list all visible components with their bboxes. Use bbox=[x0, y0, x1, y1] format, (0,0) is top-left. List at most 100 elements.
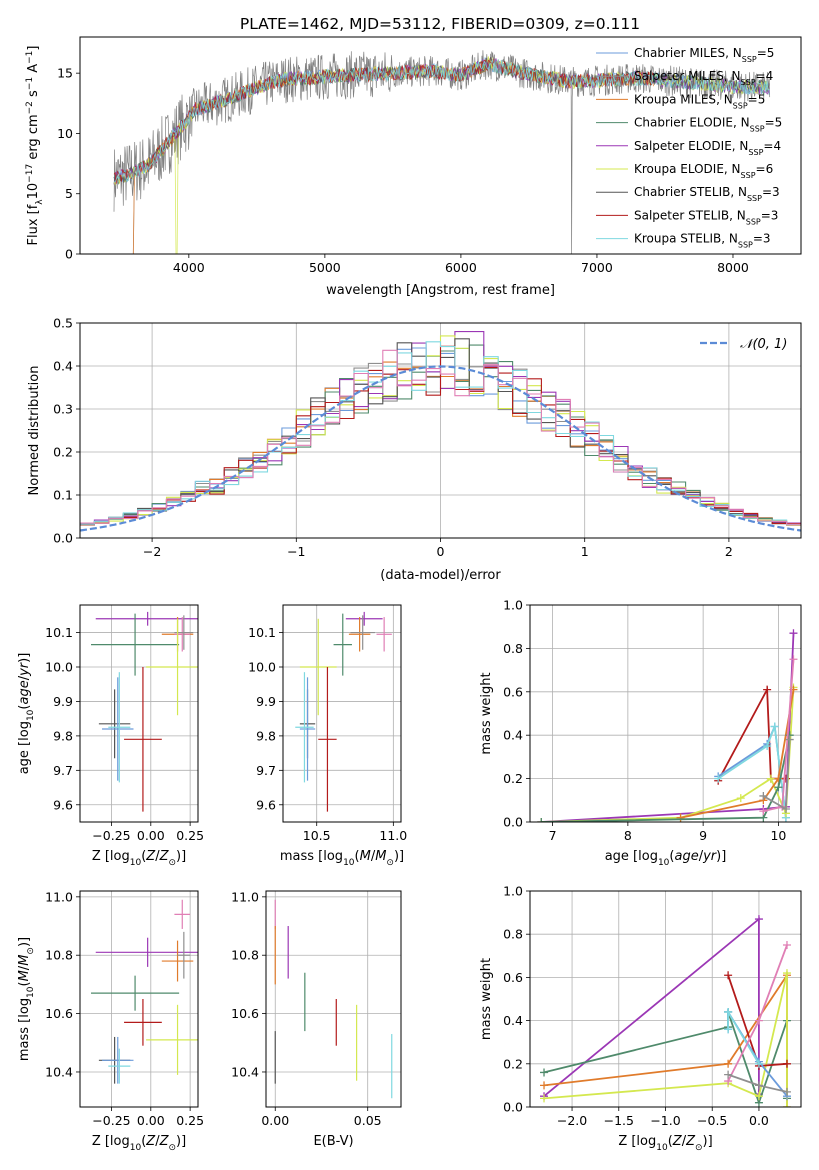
legend-entry: Kroupa STELIB, NSSP=3 bbox=[634, 232, 771, 250]
x-tick-label: 8000 bbox=[717, 260, 749, 275]
x-tick-label: −0.5 bbox=[697, 1113, 727, 1128]
mass-weight-marker bbox=[724, 1059, 733, 1068]
y-tick-label: 10.0 bbox=[248, 660, 276, 675]
x-tick-label: 0.25 bbox=[176, 1113, 204, 1128]
mass-weight-marker bbox=[754, 1092, 763, 1101]
mass-weight-marker bbox=[789, 629, 798, 638]
y-tick-label: 9.8 bbox=[53, 728, 73, 743]
y-tick-label: 9.8 bbox=[256, 728, 276, 743]
y-tick-label: 1.0 bbox=[503, 884, 523, 899]
legend-entry: Salpeter ELODIE, NSSP=4 bbox=[634, 139, 781, 157]
y-tick-label: 0.3 bbox=[53, 402, 73, 417]
x-tick-label: 7 bbox=[549, 828, 557, 843]
legend-entry: Kroupa ELODIE, NSSP=6 bbox=[634, 162, 773, 180]
gaussian-reference-line bbox=[80, 365, 801, 532]
x-axis-label: Z [log10(Z/Z⊙)] bbox=[618, 1134, 712, 1153]
residual-histogram-line bbox=[80, 341, 801, 526]
y-tick-label: 11.0 bbox=[231, 889, 259, 904]
mass-weight-marker bbox=[766, 774, 775, 783]
plot-age_vs_Z: −0.25 0.00 0.25 9.6 9.7 9.8 9.9 10.0 10.1 Z [log1… bbox=[17, 604, 204, 868]
y-tick-label: 0.8 bbox=[503, 641, 523, 656]
plot-area bbox=[540, 915, 791, 1107]
y-tick-label: 0.1 bbox=[53, 488, 73, 503]
x-tick-label: 5000 bbox=[309, 260, 341, 275]
mass-weight-marker bbox=[754, 1059, 763, 1068]
x-tick-label: 6000 bbox=[445, 260, 477, 275]
model-spectrum-line bbox=[113, 59, 655, 184]
mass-weight-marker bbox=[782, 941, 791, 949]
x-tick-label: 10.5 bbox=[303, 828, 331, 843]
plot-area bbox=[91, 611, 198, 812]
x-tick-label: 0.0 bbox=[749, 1113, 769, 1128]
y-tick-label: 0.2 bbox=[53, 445, 73, 460]
plot-area bbox=[91, 899, 198, 1084]
y-tick-label: 0.4 bbox=[53, 359, 73, 374]
mass-weight-marker bbox=[759, 807, 768, 816]
mass-weight-marker bbox=[782, 969, 791, 978]
plot-area bbox=[537, 629, 798, 822]
y-tick-label: 1.0 bbox=[503, 598, 523, 613]
y-axis-label: age [log10(age/yr)] bbox=[17, 653, 36, 775]
model-spectrum-line bbox=[113, 56, 770, 183]
y-tick-label: 11.0 bbox=[45, 889, 73, 904]
y-axis-label: Flux [fλ10−17 erg cm−2 s−1 A−1] bbox=[25, 46, 45, 246]
plot-area bbox=[295, 611, 392, 812]
x-axis-label: age [log10(age/yr)] bbox=[605, 849, 727, 868]
y-axis-label: mass weight bbox=[479, 958, 494, 1040]
axes-frame bbox=[79, 890, 199, 1108]
legend-entry: Chabrier MILES, NSSP=5 bbox=[634, 46, 774, 64]
y-tick-label: 9.7 bbox=[53, 763, 73, 778]
figure-title: PLATE=1462, MJD=53112, FIBERID=0309, z=0… bbox=[240, 15, 640, 33]
mass-weight-line bbox=[543, 917, 760, 1097]
x-tick-label: −2 bbox=[143, 544, 161, 559]
y-axis-label: mass [log10(M/M⊙)] bbox=[17, 937, 36, 1061]
x-axis-label: Z [log10(Z/Z⊙)] bbox=[92, 1134, 186, 1153]
mass-weight-line bbox=[727, 1073, 788, 1093]
x-tick-label: 0.00 bbox=[137, 828, 165, 843]
y-tick-label: 0.4 bbox=[503, 1013, 523, 1028]
y-tick-label: 10.8 bbox=[45, 948, 73, 963]
y-tick-label: 10 bbox=[57, 126, 73, 141]
plot-area bbox=[113, 50, 771, 254]
y-tick-label: 10.0 bbox=[45, 660, 73, 675]
x-tick-label: 0.25 bbox=[176, 828, 204, 843]
plot-weight_vs_age: 7 8 9 10 0.0 0.2 0.4 0.6 0.8 1.0 mass weight age [l… bbox=[479, 598, 802, 868]
plot-area bbox=[274, 899, 393, 1099]
mass-weight-marker bbox=[724, 1070, 733, 1079]
mass-weight-marker bbox=[763, 742, 772, 751]
x-axis-label: Z [log10(Z/Z⊙)] bbox=[92, 849, 186, 868]
x-tick-label: −1.0 bbox=[650, 1113, 680, 1128]
mass-weight-marker bbox=[782, 1103, 791, 1107]
mass-weight-marker bbox=[781, 804, 790, 813]
x-tick-label: 2 bbox=[725, 544, 733, 559]
y-tick-label: 0.2 bbox=[503, 1056, 523, 1071]
plot-area bbox=[80, 331, 801, 532]
mass-weight-marker bbox=[774, 783, 783, 792]
mass-weight-line bbox=[680, 689, 795, 819]
x-tick-label: −1 bbox=[287, 544, 305, 559]
plot-age_vs_mass: 10.5 11.0 9.6 9.7 9.8 9.9 10.0 10.1 mass [log10(… bbox=[248, 604, 407, 868]
x-axis-label: E(B-V) bbox=[313, 1134, 353, 1149]
mass-weight-marker bbox=[537, 818, 546, 822]
y-tick-label: 0.8 bbox=[503, 927, 523, 942]
mass-weight-marker bbox=[714, 774, 723, 783]
x-tick-label: −1.5 bbox=[604, 1113, 634, 1128]
y-tick-label: 9.6 bbox=[53, 797, 73, 812]
axes-frame bbox=[79, 604, 199, 823]
mass-weight-marker bbox=[782, 1059, 791, 1068]
mass-weight-marker bbox=[785, 735, 794, 744]
mass-weight-marker bbox=[770, 722, 779, 731]
axes-frame bbox=[529, 604, 802, 823]
legend-entry: Salpeter STELIB, NSSP=3 bbox=[634, 208, 778, 226]
x-axis-label: wavelength [Angstrom, rest frame] bbox=[326, 283, 555, 298]
y-tick-label: 10.4 bbox=[231, 1064, 259, 1079]
mass-weight-marker bbox=[724, 1025, 733, 1034]
axes-frame bbox=[265, 890, 402, 1108]
x-tick-label: 0.05 bbox=[354, 1113, 382, 1128]
x-tick-label: 7000 bbox=[581, 260, 613, 275]
y-tick-label: 5 bbox=[65, 186, 73, 201]
x-tick-label: 1 bbox=[581, 544, 589, 559]
y-tick-label: 0.5 bbox=[53, 316, 73, 331]
